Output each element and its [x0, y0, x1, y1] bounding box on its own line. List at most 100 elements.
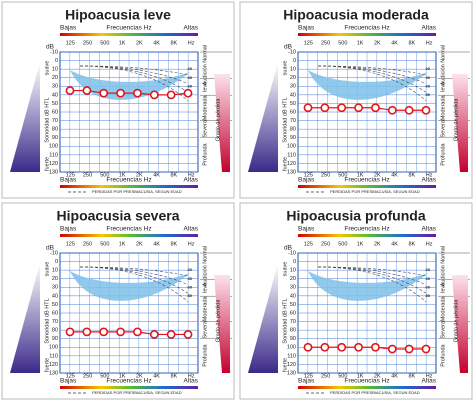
- y-tick-label: 30: [52, 84, 58, 90]
- loudness-label: Sonoridad dB HTL: [282, 298, 288, 343]
- freq-bar: [298, 386, 436, 389]
- freq-bar: [298, 234, 436, 237]
- high-label: Altas: [422, 177, 437, 184]
- y-tick-label: 40: [52, 92, 58, 98]
- loud-label: fuerte: [282, 358, 288, 372]
- threshold-point: [387, 105, 397, 115]
- threshold-point: [99, 88, 109, 98]
- loudness-triangle: [248, 263, 278, 373]
- x-tick-label: 500: [338, 40, 347, 46]
- threshold-point: [166, 90, 176, 100]
- freq-bar: [60, 33, 198, 36]
- speech-banana: [308, 271, 428, 301]
- age-label: 20: [188, 66, 193, 71]
- x-tick-label: 4K: [153, 40, 160, 46]
- y-tick-label: -10: [288, 250, 296, 256]
- x-tick-label: 2K: [374, 241, 381, 247]
- freq-bar: [298, 185, 436, 188]
- legend: PERDIDAS POR PRESBIACUSIA, SEGUN EDAD: [92, 390, 182, 395]
- loudness-triangle: [10, 263, 40, 373]
- y-tick-label: 50: [52, 302, 58, 308]
- y-label: dB: [46, 245, 54, 252]
- age-curve: [79, 65, 189, 102]
- axis-title: Frecuencias Hz: [106, 378, 151, 385]
- age-label: 60: [188, 284, 193, 289]
- age-label: 80: [426, 92, 431, 97]
- level-label: Moderada: [440, 94, 446, 120]
- level-label: Moderada: [202, 94, 208, 120]
- low-label: Bajas: [298, 25, 315, 32]
- x-tick-label: 1K: [119, 172, 126, 178]
- level-label: Severa: [440, 320, 446, 338]
- threshold-point: [320, 342, 330, 352]
- x-tick-label: 250: [83, 40, 92, 46]
- age-label: 20: [426, 267, 431, 272]
- x-tick-label: 1K: [357, 241, 364, 247]
- x-tick-label: 2K: [136, 241, 143, 247]
- degree-bar: [452, 275, 468, 373]
- degree-label: Grado de pérdida: [453, 299, 459, 343]
- x-tick-label: 4K: [153, 373, 160, 379]
- axis-title: Frecuencias Hz: [344, 25, 389, 32]
- threshold-point: [354, 342, 363, 352]
- level-label: leve: [202, 82, 208, 92]
- threshold-point: [133, 88, 142, 98]
- panel-title: Hipoacusia leve: [65, 7, 171, 23]
- age-label: 60: [426, 284, 431, 289]
- x-tick-label: 8K: [170, 373, 177, 379]
- threshold-point: [421, 105, 431, 115]
- level-label: Profunda: [440, 344, 446, 367]
- y-tick-label: 100: [49, 144, 58, 150]
- threshold-point: [82, 86, 92, 95]
- freq-bar: [60, 185, 198, 188]
- x-tick-label: 125: [304, 373, 313, 379]
- x-tick-label: 250: [321, 40, 330, 46]
- x-unit: Hz: [426, 241, 433, 247]
- low-label: Bajas: [60, 378, 77, 385]
- y-tick-label: 80: [290, 328, 296, 334]
- level-label: leve: [440, 283, 446, 293]
- y-tick-label: 110: [49, 152, 58, 158]
- loudness-label: Sonoridad dB HTL: [44, 298, 50, 343]
- y-tick-label: 90: [52, 135, 58, 141]
- threshold-point: [99, 327, 109, 337]
- threshold-point: [149, 90, 159, 100]
- age-curve: [79, 65, 189, 84]
- y-tick-label: 120: [287, 362, 296, 368]
- level-label: Audición Normal: [202, 246, 208, 286]
- age-curve: [317, 266, 427, 277]
- y-tick-label: 40: [290, 92, 296, 98]
- loudness-triangle: [248, 62, 278, 172]
- x-tick-label: 2K: [136, 40, 143, 46]
- loudness-label: Sonoridad dB HTL: [44, 97, 50, 142]
- age-curve: [79, 65, 189, 93]
- low-label: Bajas: [298, 378, 315, 385]
- level-label: Severa: [202, 119, 208, 137]
- x-tick-label: 2K: [374, 172, 381, 178]
- high-label: Altas: [184, 25, 199, 32]
- y-tick-label: 120: [49, 362, 58, 368]
- high-label: Altas: [422, 25, 437, 32]
- x-tick-label: 4K: [153, 241, 160, 247]
- level-label: Moderada: [440, 295, 446, 321]
- panel-title: Hipoacusia profunda: [286, 208, 425, 224]
- y-tick-label: 0: [293, 58, 296, 64]
- x-tick-label: 500: [100, 172, 109, 178]
- soft-label: suave: [282, 262, 288, 277]
- y-tick-label: 60: [52, 310, 58, 316]
- audiogram-panel: Hipoacusia severa Bajas Frecuencias Hz Alta…: [1, 202, 235, 400]
- degree-bar: [214, 275, 230, 373]
- high-label: Altas: [184, 177, 199, 184]
- y-tick-label: 10: [52, 67, 58, 73]
- x-tick-label: 8K: [408, 40, 415, 46]
- threshold-point: [371, 342, 380, 352]
- audiogram-panel: Hipoacusia leve Bajas Frecuencias Hz Altas 1…: [1, 1, 235, 199]
- y-tick-label: 100: [287, 144, 296, 150]
- low-label: Bajas: [60, 25, 77, 32]
- x-unit: Hz: [188, 172, 195, 178]
- x-tick-label: 250: [83, 241, 92, 247]
- threshold-point: [320, 103, 330, 113]
- threshold-point: [337, 103, 347, 113]
- y-tick-label: 110: [287, 152, 296, 158]
- y-label: dB: [284, 44, 292, 51]
